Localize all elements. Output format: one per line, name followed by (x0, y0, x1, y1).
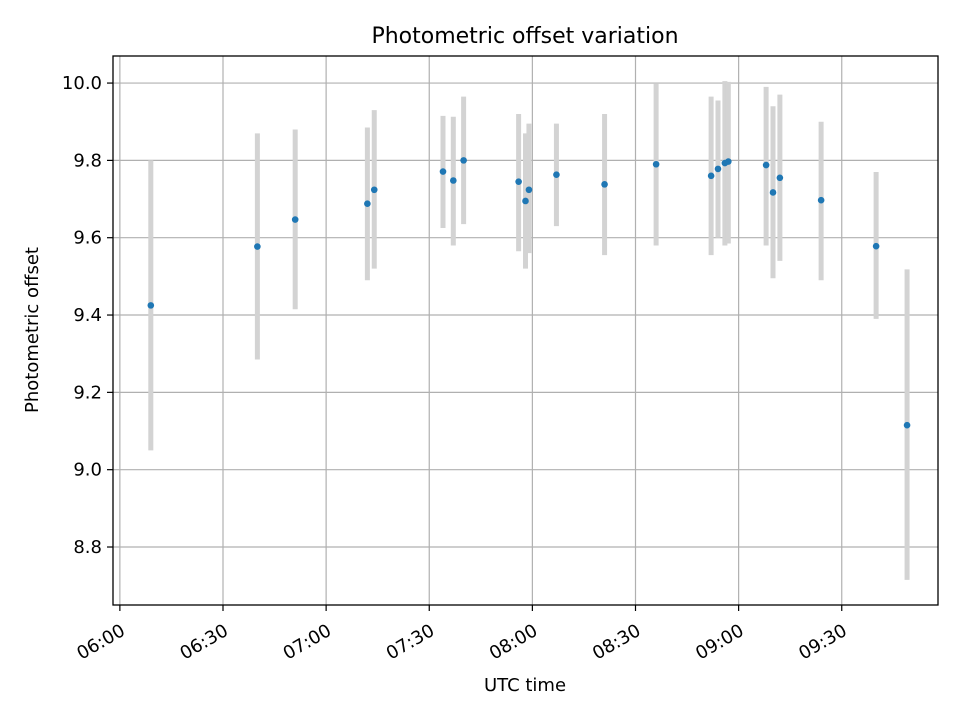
y-axis-label: Photometric offset (22, 247, 43, 413)
data-point (769, 189, 777, 196)
data-point (725, 158, 732, 165)
data-point (776, 174, 784, 182)
data-point (762, 161, 770, 169)
data-point (364, 200, 371, 207)
data-point (460, 157, 467, 164)
x-axis-label: UTC time (484, 675, 566, 696)
y-axis-ticks: 8.8 9.0 9.2 9.4 9.6 9.8 10.0 (62, 73, 113, 558)
y-tick-label: 9.0 (73, 460, 102, 481)
chart-title: Photometric offset variation (371, 24, 678, 49)
data-point (254, 243, 261, 250)
data-point (707, 172, 715, 180)
y-tick-label: 9.8 (73, 150, 102, 171)
y-tick-label: 8.8 (73, 537, 102, 558)
data-point (601, 181, 608, 188)
data-point (439, 168, 447, 175)
data-point (522, 197, 529, 205)
data-point (525, 186, 533, 194)
data-point (652, 160, 660, 168)
data-point (147, 302, 155, 309)
data-point (291, 216, 299, 223)
data-point (817, 196, 825, 204)
plot-frame (112, 55, 939, 606)
data-point (714, 165, 722, 173)
data-point (370, 186, 378, 194)
data-point (903, 421, 911, 429)
data-point (515, 178, 522, 185)
y-tick-label: 9.4 (73, 305, 102, 326)
y-tick-label: 10.0 (62, 73, 102, 94)
y-tick-label: 9.6 (73, 228, 102, 249)
data-point (553, 171, 560, 178)
y-tick-label: 9.2 (73, 382, 102, 403)
data-point (872, 242, 880, 250)
data-point (450, 177, 457, 184)
data-markers (147, 157, 911, 429)
